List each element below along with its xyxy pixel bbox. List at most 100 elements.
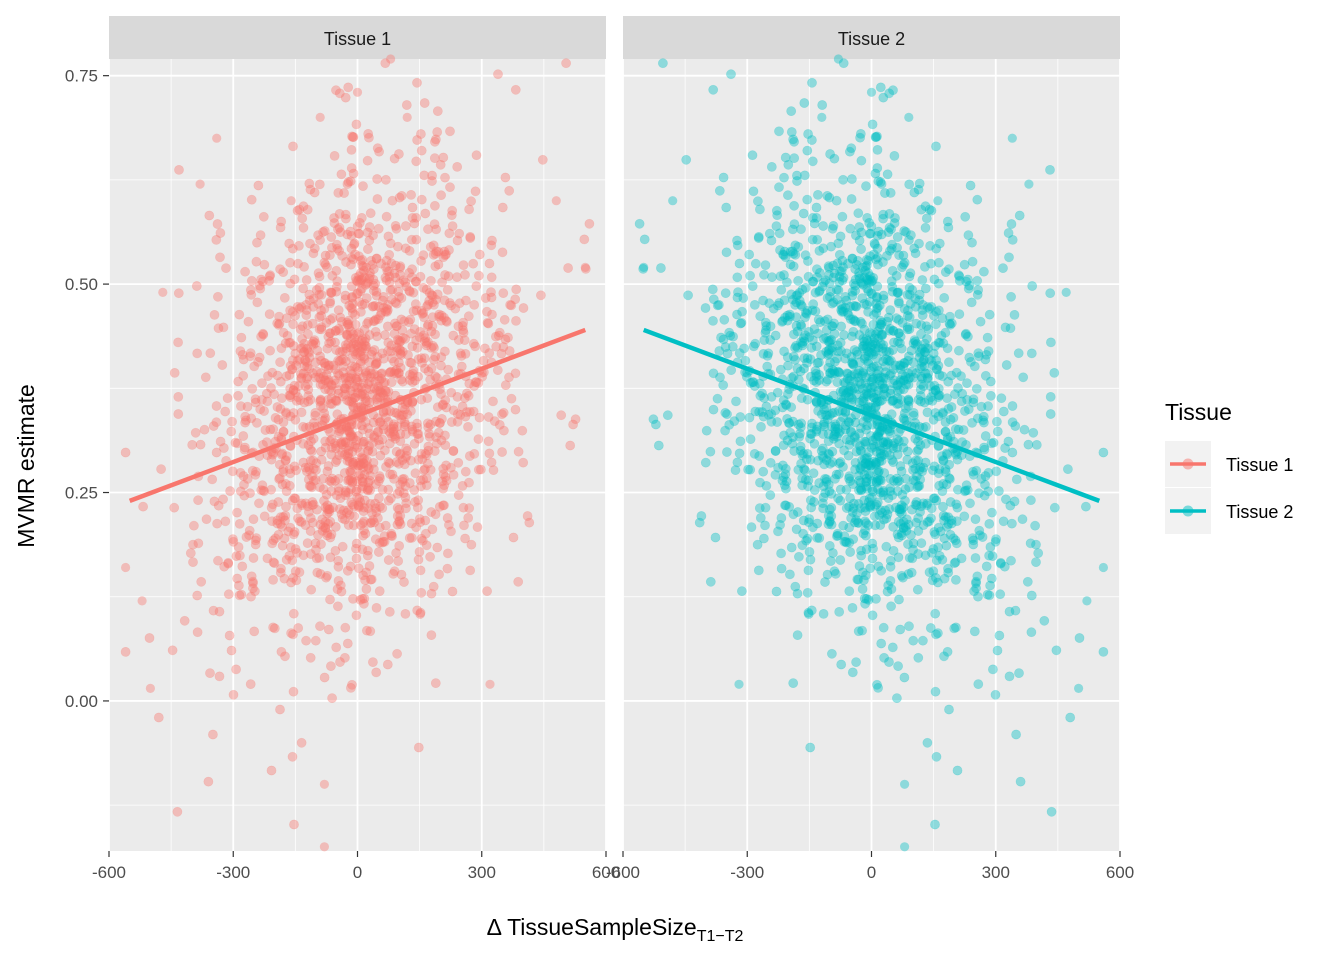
data-point [518, 303, 529, 313]
data-point [426, 630, 437, 640]
data-point [348, 520, 359, 531]
data-point [288, 341, 299, 351]
data-point [413, 354, 424, 364]
data-point [870, 402, 881, 413]
data-point [1014, 210, 1025, 221]
data-point [423, 445, 434, 456]
data-point [249, 626, 260, 637]
data-point [795, 428, 805, 439]
data-point [920, 222, 931, 233]
data-point [387, 431, 397, 442]
data-point [360, 340, 370, 351]
data-point [281, 407, 291, 418]
data-point [199, 424, 210, 435]
data-point [497, 247, 508, 258]
data-point [748, 186, 759, 197]
data-point [231, 664, 241, 675]
data-point [370, 326, 381, 337]
data-point [383, 416, 394, 427]
data-point [892, 693, 902, 703]
data-point [332, 409, 343, 420]
data-point [447, 205, 458, 216]
data-point [355, 520, 366, 530]
data-point [426, 363, 437, 373]
data-point [285, 383, 296, 394]
data-point [342, 451, 353, 462]
data-point [806, 422, 817, 433]
data-point [256, 331, 266, 342]
data-point [948, 533, 959, 544]
data-point [470, 186, 481, 197]
data-point [405, 314, 416, 325]
data-point [851, 389, 862, 400]
data-point [329, 218, 340, 228]
data-point [413, 495, 424, 506]
data-point [394, 192, 405, 203]
data-point [779, 480, 790, 491]
data-point [383, 231, 394, 242]
data-point [813, 314, 824, 325]
data-point [282, 330, 293, 341]
data-point [419, 336, 430, 347]
data-point [870, 511, 880, 522]
data-point [433, 427, 444, 438]
data-point [364, 222, 375, 232]
data-point [359, 436, 370, 447]
data-point [824, 504, 835, 515]
data-point [1031, 439, 1042, 450]
data-point [333, 388, 344, 399]
data-point [919, 361, 930, 372]
data-point [300, 498, 311, 509]
data-point [985, 376, 996, 387]
data-point [223, 558, 234, 569]
data-point [226, 645, 237, 656]
data-point [879, 382, 890, 393]
data-point [341, 257, 351, 267]
data-point [427, 176, 437, 186]
data-point [818, 221, 829, 231]
data-point [904, 553, 915, 563]
data-point [893, 661, 903, 671]
data-point [783, 190, 793, 201]
data-point [395, 362, 406, 373]
data-point [407, 202, 418, 213]
data-point [288, 572, 299, 583]
data-point [316, 310, 327, 321]
data-point [835, 426, 845, 437]
data-point [568, 419, 578, 430]
data-point [786, 127, 797, 137]
data-point [429, 446, 440, 456]
data-point [351, 553, 362, 564]
data-point [904, 112, 914, 122]
data-point [854, 222, 865, 232]
data-point [878, 294, 889, 305]
data-point [442, 563, 453, 574]
data-point [789, 153, 800, 163]
data-point [483, 412, 494, 422]
data-point [326, 442, 337, 453]
data-point [788, 678, 799, 688]
data-point [385, 367, 396, 378]
data-point [967, 417, 977, 428]
data-point [426, 290, 437, 300]
data-point [407, 426, 418, 437]
legend: Tissue Tissue 1 Tissue 2 [1165, 399, 1293, 534]
data-point [707, 284, 718, 295]
data-point [372, 143, 383, 154]
data-point [460, 411, 471, 422]
data-point [368, 316, 379, 327]
data-point [413, 433, 424, 444]
data-point [836, 305, 847, 315]
data-point [362, 244, 373, 254]
data-point [425, 551, 435, 562]
data-point [944, 704, 954, 715]
data-point [796, 224, 806, 235]
data-point [383, 555, 394, 565]
data-point [850, 274, 861, 285]
data-point [851, 346, 862, 357]
data-point [357, 333, 368, 344]
data-point [849, 300, 859, 311]
data-point [808, 276, 819, 287]
data-point [561, 58, 571, 69]
data-point [391, 298, 402, 309]
